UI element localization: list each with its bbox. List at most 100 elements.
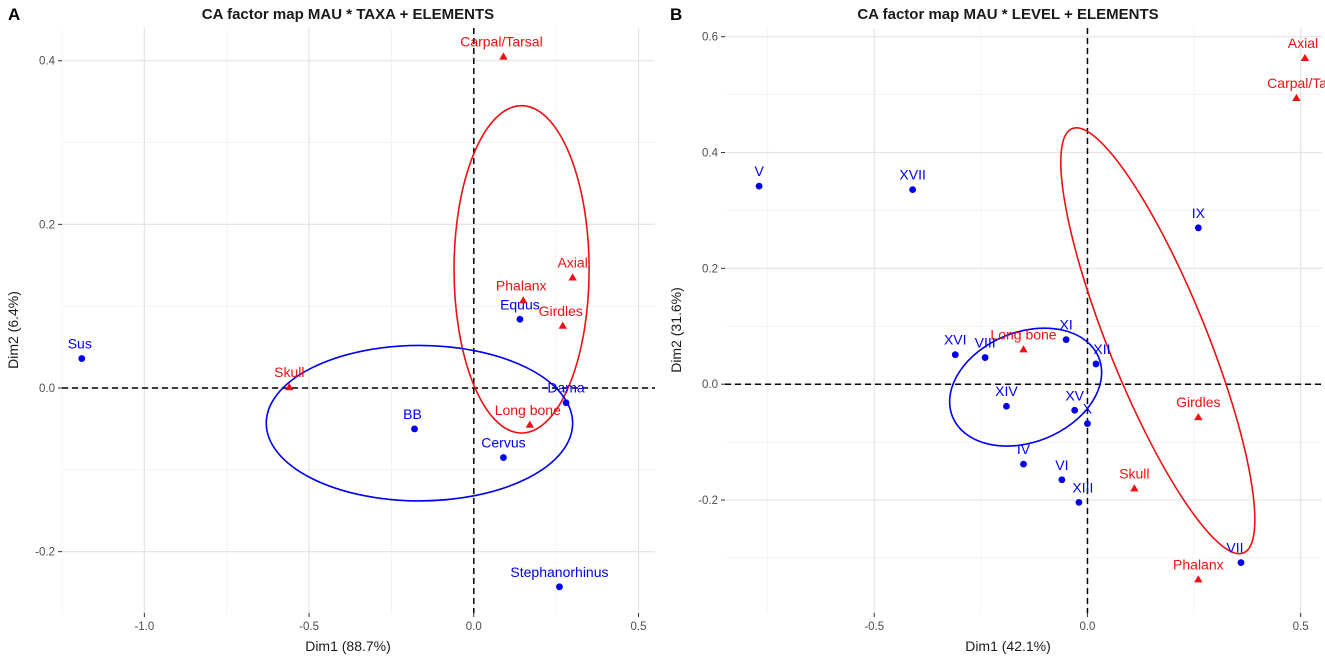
panel-b-grid bbox=[725, 28, 1322, 613]
point-vi bbox=[1058, 476, 1066, 484]
panel-a-xlabel: Dim1 (88.7%) bbox=[305, 638, 391, 654]
label-carpal-tarsal: Carpal/Tarsal bbox=[1267, 75, 1325, 91]
confidence-ellipse-rows bbox=[948, 327, 1103, 447]
triangle-long-bone bbox=[1019, 345, 1028, 353]
triangle-carpal-tarsal bbox=[499, 52, 508, 60]
y-tick-label: -0.2 bbox=[35, 547, 55, 559]
point-ix bbox=[1194, 224, 1202, 232]
y-tick-label: 0.4 bbox=[702, 148, 719, 160]
label-stephanorhinus: Stephanorhinus bbox=[510, 564, 608, 580]
y-tick-label: 0.0 bbox=[702, 379, 718, 391]
panel-b: B CA factor map MAU * LEVEL + ELEMENTS V… bbox=[668, 5, 1325, 654]
label-xiii: XIII bbox=[1072, 479, 1093, 495]
panel-b-axes bbox=[725, 28, 1322, 613]
point-dama bbox=[562, 399, 570, 407]
triangle-phalanx bbox=[519, 296, 528, 304]
label-vii: VII bbox=[1226, 540, 1243, 556]
panel-a-ylabel: Dim2 (6.4%) bbox=[5, 291, 21, 369]
panel-b-ylabel: Dim2 (31.6%) bbox=[668, 287, 684, 373]
y-tick-label: 0.4 bbox=[39, 56, 56, 68]
y-tick-label: 0.2 bbox=[702, 263, 718, 275]
panel-a-title: CA factor map MAU * TAXA + ELEMENTS bbox=[202, 6, 494, 23]
panel-a-ticks: -1.0 -0.5 0.0 0.5 -0.2 0.0 0.2 0.4 bbox=[35, 56, 646, 633]
label-iv: IV bbox=[1017, 441, 1031, 457]
panel-a-grid bbox=[61, 28, 655, 613]
triangle-axial bbox=[1300, 53, 1310, 62]
point-bb bbox=[411, 425, 418, 433]
y-tick-label: 0.2 bbox=[39, 219, 55, 231]
label-sus: Sus bbox=[68, 336, 92, 352]
label-viii: VIII bbox=[975, 335, 996, 351]
point-stephanorhinus bbox=[556, 583, 563, 591]
panel-a-letter: A bbox=[8, 5, 20, 24]
point-xi bbox=[1062, 336, 1070, 344]
label-xii: XII bbox=[1093, 341, 1110, 357]
x-tick-label: 0.5 bbox=[631, 621, 647, 633]
panel-b-letter: B bbox=[670, 5, 682, 24]
label-phalanx: Phalanx bbox=[1173, 556, 1224, 572]
point-xvii bbox=[909, 186, 917, 193]
point-xv bbox=[1071, 406, 1079, 414]
confidence-ellipse-columns bbox=[1060, 127, 1256, 555]
panel-a-ellipses bbox=[265, 104, 590, 502]
point-xiii bbox=[1075, 498, 1083, 506]
label-skull: Skull bbox=[274, 364, 304, 380]
x-tick-label: -0.5 bbox=[864, 621, 884, 633]
point-xiv bbox=[1003, 402, 1010, 410]
triangle-girdles bbox=[1194, 413, 1203, 421]
panel-a-points: Sus Equus Dama BB Cervus Stephanorhinus Carpal… bbox=[68, 34, 609, 591]
triangle-long-bone bbox=[525, 420, 535, 428]
triangle-skull bbox=[285, 382, 294, 391]
point-xvi bbox=[951, 351, 959, 359]
label-girdles: Girdles bbox=[539, 303, 583, 319]
label-xi: XI bbox=[1060, 317, 1073, 333]
point-iv bbox=[1020, 460, 1027, 468]
y-tick-label: 0.6 bbox=[702, 32, 718, 44]
triangle-phalanx bbox=[1194, 575, 1203, 583]
label-phalanx: Phalanx bbox=[496, 277, 547, 293]
label-girdles: Girdles bbox=[1176, 394, 1220, 410]
label-equus: Equus bbox=[500, 296, 540, 312]
label-xiv: XIV bbox=[995, 383, 1018, 399]
label-ix: IX bbox=[1192, 205, 1206, 221]
y-tick-label: 0.0 bbox=[39, 383, 55, 395]
label-xv: XV bbox=[1065, 387, 1084, 403]
label-xvi: XVI bbox=[944, 332, 967, 348]
point-vii bbox=[1237, 559, 1245, 567]
panel-b-ticks: -0.5 0.0 0.5 -0.2 0.0 0.2 0.4 0.6 bbox=[698, 32, 1309, 633]
panel-b-title: CA factor map MAU * LEVEL + ELEMENTS bbox=[857, 6, 1158, 23]
point-sus bbox=[78, 355, 86, 362]
label-cervus: Cervus bbox=[481, 435, 525, 451]
label-dama: Dama bbox=[547, 380, 585, 396]
x-tick-label: 0.0 bbox=[466, 621, 482, 633]
point-equus bbox=[516, 315, 524, 323]
label-xvii: XVII bbox=[899, 167, 925, 183]
label-skull: Skull bbox=[1119, 465, 1149, 481]
confidence-ellipse-rows bbox=[265, 344, 574, 502]
panel-b-ellipses bbox=[948, 127, 1256, 555]
label-vi: VI bbox=[1055, 457, 1068, 473]
triangle-carpal-tarsal bbox=[1292, 93, 1301, 102]
point-viii bbox=[981, 354, 989, 361]
triangle-girdles bbox=[558, 321, 567, 329]
triangle-skull bbox=[1130, 484, 1139, 492]
label-axial: Axial bbox=[1288, 35, 1318, 51]
point-v bbox=[755, 182, 763, 190]
label-v: V bbox=[754, 163, 764, 179]
label-axial: Axial bbox=[557, 255, 587, 271]
confidence-ellipse-columns bbox=[453, 104, 590, 434]
y-tick-label: -0.2 bbox=[698, 495, 718, 507]
label-long-bone: Long bone bbox=[495, 402, 561, 418]
triangle-axial bbox=[568, 273, 577, 281]
label-bb: BB bbox=[403, 406, 422, 422]
point-xii bbox=[1092, 360, 1100, 368]
panel-b-xlabel: Dim1 (42.1%) bbox=[965, 638, 1051, 654]
panel-a-axes bbox=[62, 28, 655, 613]
x-tick-label: 0.5 bbox=[1293, 621, 1309, 633]
x-tick-label: -1.0 bbox=[134, 621, 154, 633]
point-x bbox=[1084, 420, 1091, 427]
panel-a: A CA factor map MAU * TAXA + ELEMENTS Su… bbox=[5, 5, 655, 654]
label-carpal-tarsal: Carpal/Tarsal bbox=[460, 34, 542, 50]
